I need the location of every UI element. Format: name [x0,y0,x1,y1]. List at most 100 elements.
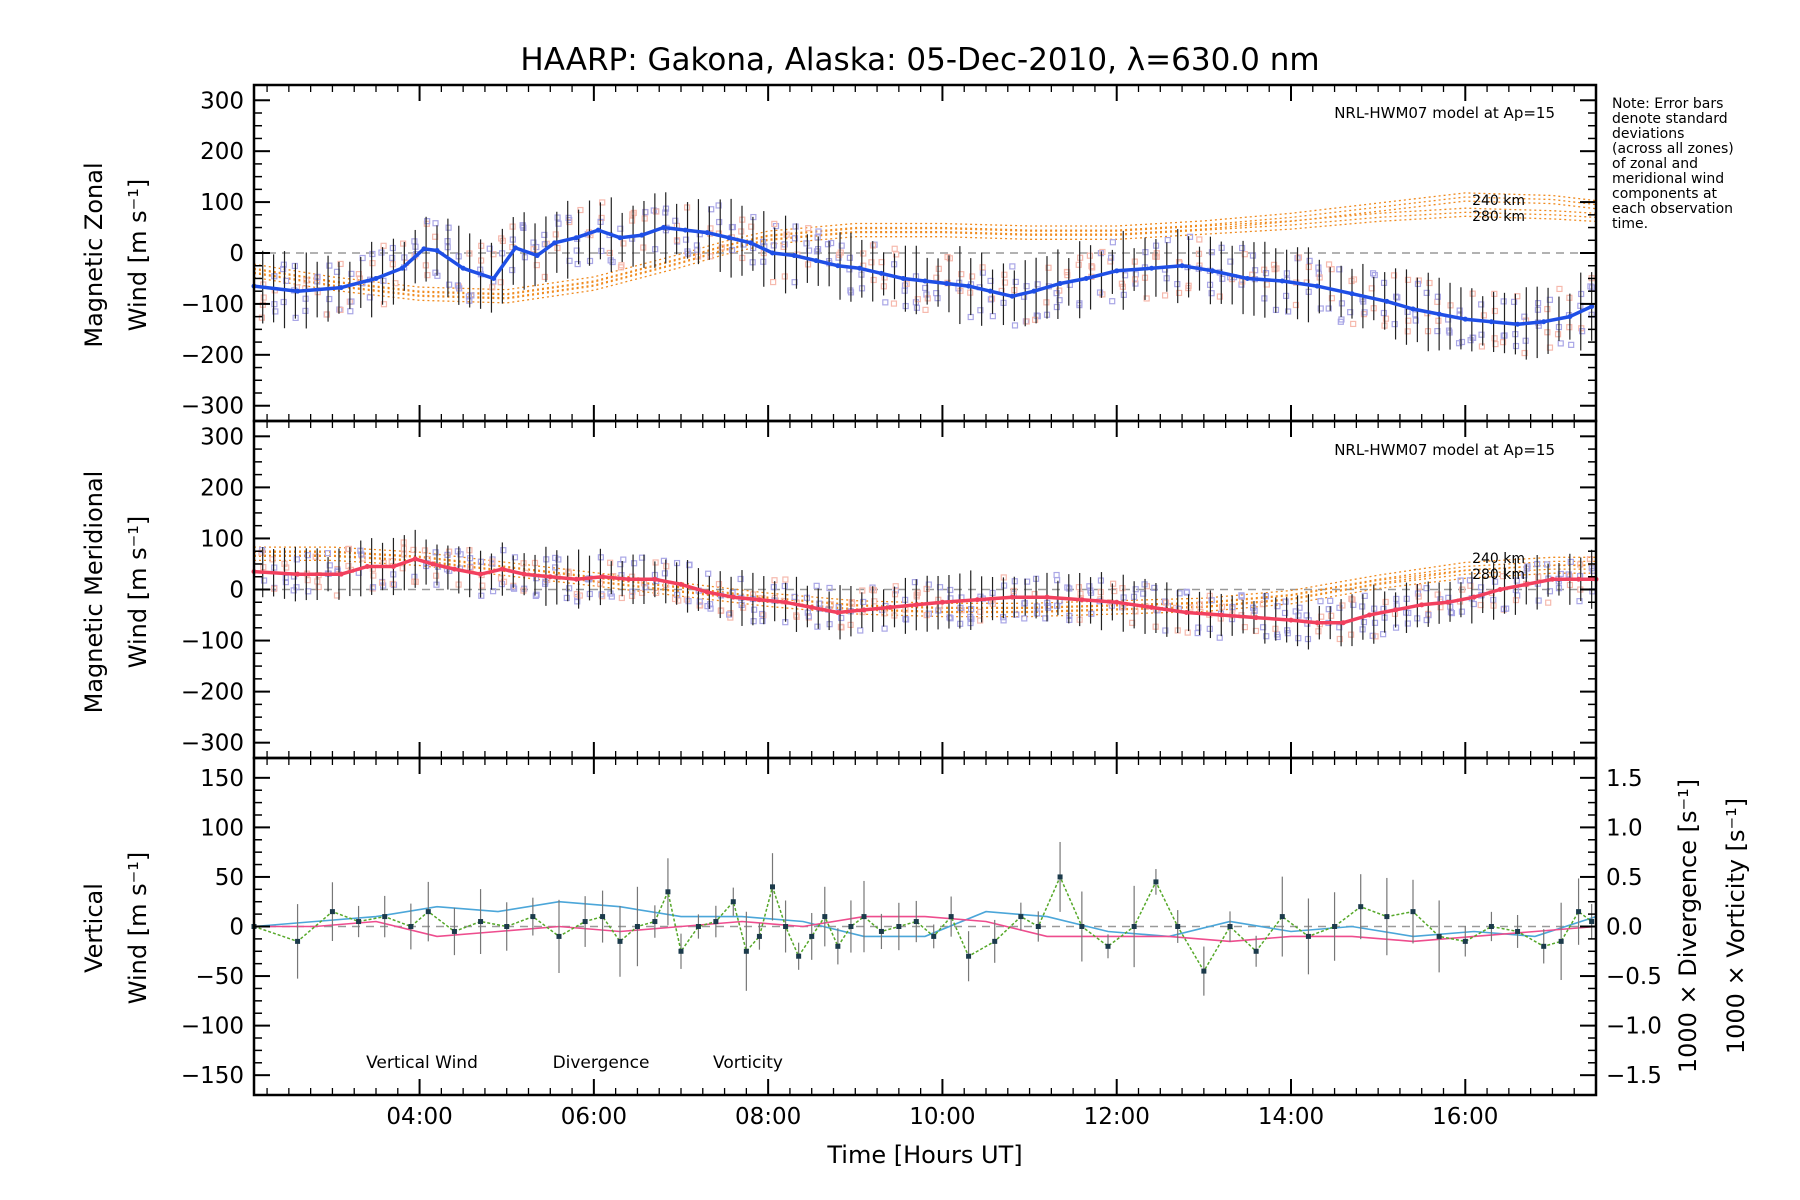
zone-sample [1534,306,1542,313]
mean-wind-point [1114,268,1120,274]
zone-sample [770,584,777,591]
zone-sample [541,580,549,587]
zone-sample [826,584,833,592]
zone-sample [671,595,679,603]
mean-wind-point [770,250,775,256]
mean-wind-point [835,609,841,615]
vertical-wind-point [730,899,736,905]
zone-sample [1238,592,1245,599]
zone-sample [958,271,965,278]
zone-sample [323,311,331,318]
vertical-wind-point [356,919,362,925]
mean-wind-point [704,589,710,595]
zone-sample [1318,613,1325,620]
mean-wind-point [791,253,797,259]
zone-sample [400,240,407,247]
zone-sample [1295,612,1302,619]
zone-sample [1544,329,1551,336]
mean-wind-point [1244,275,1250,281]
vertical-wind-point [1253,948,1259,954]
vertical-wind-point [1018,914,1024,920]
model-curve-240km [254,550,1596,609]
zone-sample [1064,584,1071,591]
zone-sample [337,306,344,314]
zone-sample [629,211,636,218]
zone-sample [1404,620,1411,627]
zone-sample [1360,311,1368,318]
mean-wind-point [835,263,841,269]
zone-sample [1132,608,1139,615]
zone-sample [977,617,984,624]
zone-sample [1176,590,1183,597]
zone-sample [1361,309,1368,316]
zone-sample [509,223,516,230]
zone-sample [380,242,387,249]
zone-sample [467,564,474,572]
zone-sample [1568,341,1575,348]
divergence-line [253,900,1597,938]
zone-sample [421,547,429,554]
zone-sample [293,556,300,563]
mean-wind-point [1523,581,1529,587]
vertical-wind-point [478,919,484,925]
zone-sample [682,236,690,243]
zone-sample [497,279,504,286]
zone-sample [1151,584,1158,592]
vertical-wind-point [556,933,562,939]
zone-sample [1543,561,1551,568]
zone-sample [369,584,377,591]
zone-sample [1382,315,1390,322]
mean-wind-point [887,604,893,610]
zone-sample [935,265,942,272]
zone-sample [718,607,725,614]
zone-sample [1031,316,1039,323]
zone-sample [967,313,974,321]
zone-sample [1218,603,1226,610]
zone-sample [1478,343,1486,350]
zonal-model-label: NRL-HWM07 model at Ap=15 [1334,104,1555,122]
mean-wind-point [390,564,396,570]
zone-sample [563,594,570,602]
zone-sample [1216,634,1223,641]
vertical-wind-point [809,933,815,939]
vertical-wind-point [1035,924,1041,929]
vertical-wind-point [992,938,998,944]
x-tick-label: 12:00 [1084,1104,1150,1130]
y-tick-label: −50 [195,964,244,990]
zone-sample [1056,297,1063,304]
vertical-wind-point [1153,879,1159,885]
mean-wind-point [861,607,867,613]
zone-sample [574,598,581,605]
mean-wind-point [1576,576,1582,582]
error-bar-note: Note: Error bars denote standard deviati… [1612,96,1734,232]
zone-sample [433,572,440,579]
zone-sample [913,304,921,311]
zone-sample [1359,603,1366,610]
zone-sample [1434,293,1441,300]
mean-wind-point [1340,620,1346,626]
model-curve-240km [254,554,1596,613]
zone-sample [824,241,832,248]
vertical-wind-point [530,914,536,920]
zone-sample [1492,340,1499,348]
mean-wind-point [1044,594,1050,600]
zone-sample [1034,281,1041,288]
zone-sample [857,627,864,634]
vertical-wind-point [665,889,671,895]
zone-sample [805,613,812,620]
zone-sample [944,253,951,261]
zone-sample [520,587,527,594]
zone-sample [1404,308,1411,315]
zone-sample [446,281,453,288]
zone-sample [860,250,867,257]
zone-sample [1371,271,1378,279]
note-line: components at [1612,186,1718,202]
zone-sample [389,580,396,588]
zone-sample [1499,339,1507,346]
zone-sample [893,251,900,258]
note-line: denote standard [1612,111,1728,127]
zone-sample [1075,584,1083,591]
mean-wind-point [460,265,466,271]
zone-sample [359,254,366,262]
zone-sample [1024,578,1031,585]
